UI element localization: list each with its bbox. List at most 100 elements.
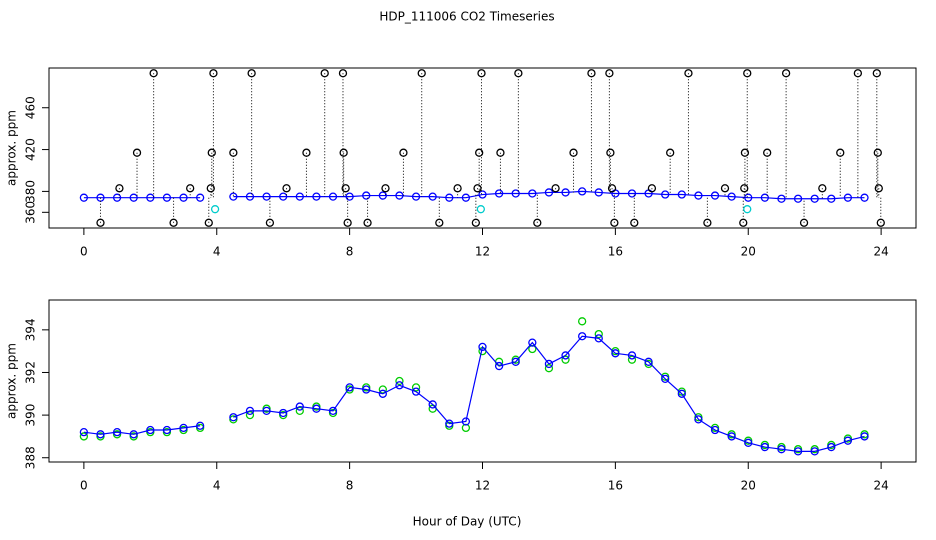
point (169, 218, 178, 227)
point (295, 406, 304, 415)
point (146, 193, 155, 202)
point (594, 334, 603, 343)
point (627, 189, 637, 198)
point (112, 428, 122, 437)
point (610, 218, 619, 227)
point (262, 192, 271, 201)
y-axis-label: approx. ppm (5, 343, 19, 419)
point (578, 332, 587, 341)
point (204, 218, 213, 227)
point (605, 69, 614, 78)
point (744, 438, 753, 447)
point (694, 191, 703, 200)
x-tick-label: 12 (475, 479, 490, 493)
series-line (83, 335, 865, 452)
y-tick-label: 380 (24, 180, 38, 203)
x-tick-label: 0 (80, 245, 88, 259)
point (760, 442, 770, 452)
point (245, 406, 255, 415)
point (428, 400, 437, 409)
point (874, 184, 883, 193)
point (395, 381, 404, 390)
point (363, 218, 372, 227)
point (262, 406, 271, 415)
point (115, 184, 124, 193)
point (860, 193, 869, 202)
point (647, 184, 657, 193)
x-tick-label: 24 (873, 479, 888, 493)
point (777, 194, 786, 203)
point (476, 205, 485, 214)
point (727, 192, 736, 201)
point (411, 387, 421, 396)
point (827, 442, 836, 452)
point (207, 148, 216, 157)
point (129, 193, 138, 202)
plot-frame (48, 299, 917, 463)
point (743, 205, 752, 214)
point (710, 425, 720, 435)
point (395, 376, 404, 386)
point (328, 192, 338, 201)
point (112, 193, 122, 202)
point (561, 355, 570, 364)
point (461, 193, 471, 202)
point (341, 184, 350, 193)
point (146, 425, 155, 435)
point (445, 419, 454, 428)
chart-title: HDP_111006 CO2 Timeseries (379, 10, 554, 24)
point (494, 361, 504, 371)
point (343, 218, 352, 227)
point (606, 148, 615, 157)
plot-area (79, 69, 885, 227)
point (627, 355, 637, 364)
point (533, 218, 542, 227)
point (345, 192, 354, 201)
point (320, 69, 329, 78)
point (496, 148, 505, 157)
y-tick-label: 394 (24, 318, 38, 341)
point (793, 447, 803, 456)
point (411, 383, 421, 392)
point (607, 184, 617, 193)
point (873, 148, 882, 157)
point (818, 184, 827, 193)
point (528, 338, 537, 347)
point (494, 189, 504, 198)
point (149, 69, 158, 78)
point (339, 148, 348, 157)
point (378, 389, 387, 398)
point (162, 193, 172, 202)
point (694, 415, 703, 424)
point (587, 69, 596, 78)
point (295, 402, 304, 411)
y-tick-label: 420 (24, 138, 38, 161)
point (810, 194, 819, 203)
point (799, 218, 809, 227)
point (473, 184, 482, 193)
point (399, 148, 408, 157)
point (282, 184, 291, 193)
point (578, 317, 587, 326)
point (777, 445, 786, 454)
x-tick-label: 8 (346, 479, 354, 493)
point (210, 205, 220, 214)
x-tick-label: 4 (213, 479, 221, 493)
y-tick-label: 460 (24, 96, 38, 119)
x-tick-label: 0 (80, 479, 88, 493)
y-tick-label: 360 (24, 201, 38, 224)
point (627, 351, 637, 360)
point (328, 406, 338, 415)
point (475, 148, 484, 157)
point (338, 69, 348, 78)
point (279, 192, 288, 201)
point (578, 187, 587, 196)
point (860, 432, 869, 441)
point (781, 69, 791, 78)
point (247, 69, 256, 78)
point (793, 194, 803, 203)
point (511, 357, 520, 366)
y-tick-label: 392 (24, 361, 38, 384)
point (362, 191, 371, 200)
